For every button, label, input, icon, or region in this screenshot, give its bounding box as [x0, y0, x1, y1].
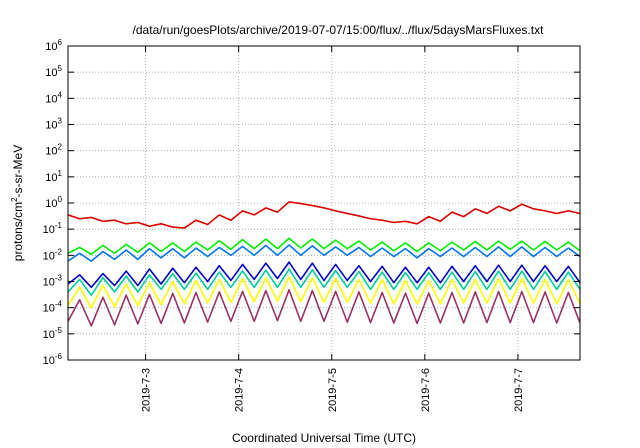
series-line-1 — [68, 201, 580, 229]
y-tick-label: 10-6 — [43, 352, 63, 367]
x-axis-label: Coordinated Universal Time (UTC) — [232, 431, 416, 445]
x-tick-label: 2019-7-6 — [420, 368, 432, 412]
x-tick-label: 2019-7-7 — [513, 368, 525, 412]
y-tick-label: 10-3 — [43, 274, 63, 289]
series-line-3 — [68, 244, 580, 262]
y-tick-label: 105 — [45, 64, 62, 79]
x-tick-label: 2019-7-4 — [234, 368, 246, 412]
y-tick-label: 10-2 — [43, 247, 63, 262]
chart-title: /data/run/goesPlots/archive/2019-07-07/1… — [133, 23, 545, 37]
axis-ticks — [68, 45, 580, 361]
y-tick-label: 101 — [45, 169, 62, 184]
series-line-2 — [68, 237, 580, 256]
y-tick-label: 103 — [45, 117, 62, 132]
y-tick-labels: 10-6 10-5 10-4 10-3 10-2 10-1 100 101 102 103 104 1… — [43, 38, 63, 367]
y-tick-label: 10-4 — [43, 300, 63, 315]
grid — [68, 46, 580, 360]
y-tick-label: 10-5 — [43, 326, 63, 341]
x-tick-labels: 2019-7-3 2019-7-4 2019-7-5 2019-7-6 2019-7-7 — [141, 368, 525, 412]
y-tick-label: 102 — [45, 143, 62, 158]
series-line-5 — [68, 268, 580, 296]
y-tick-label: 106 — [45, 38, 62, 53]
y-tick-label: 100 — [45, 195, 62, 210]
y-axis-label-sup: 2 — [10, 197, 19, 202]
data-series — [68, 201, 580, 327]
y-tick-label: 10-1 — [43, 221, 63, 236]
series-line-4 — [68, 261, 580, 289]
series-line-7 — [68, 289, 580, 327]
y-axis-label: protons/cm2-s-sr-MeV — [10, 145, 25, 261]
x-tick-label: 2019-7-3 — [141, 368, 153, 412]
y-axis-label-base: protons/cm — [11, 202, 25, 261]
series-line-6 — [68, 276, 580, 309]
x-tick-label: 2019-7-5 — [327, 368, 339, 412]
y-axis-label-rest: -s-sr-MeV — [11, 145, 25, 198]
y-tick-label: 104 — [45, 90, 62, 105]
